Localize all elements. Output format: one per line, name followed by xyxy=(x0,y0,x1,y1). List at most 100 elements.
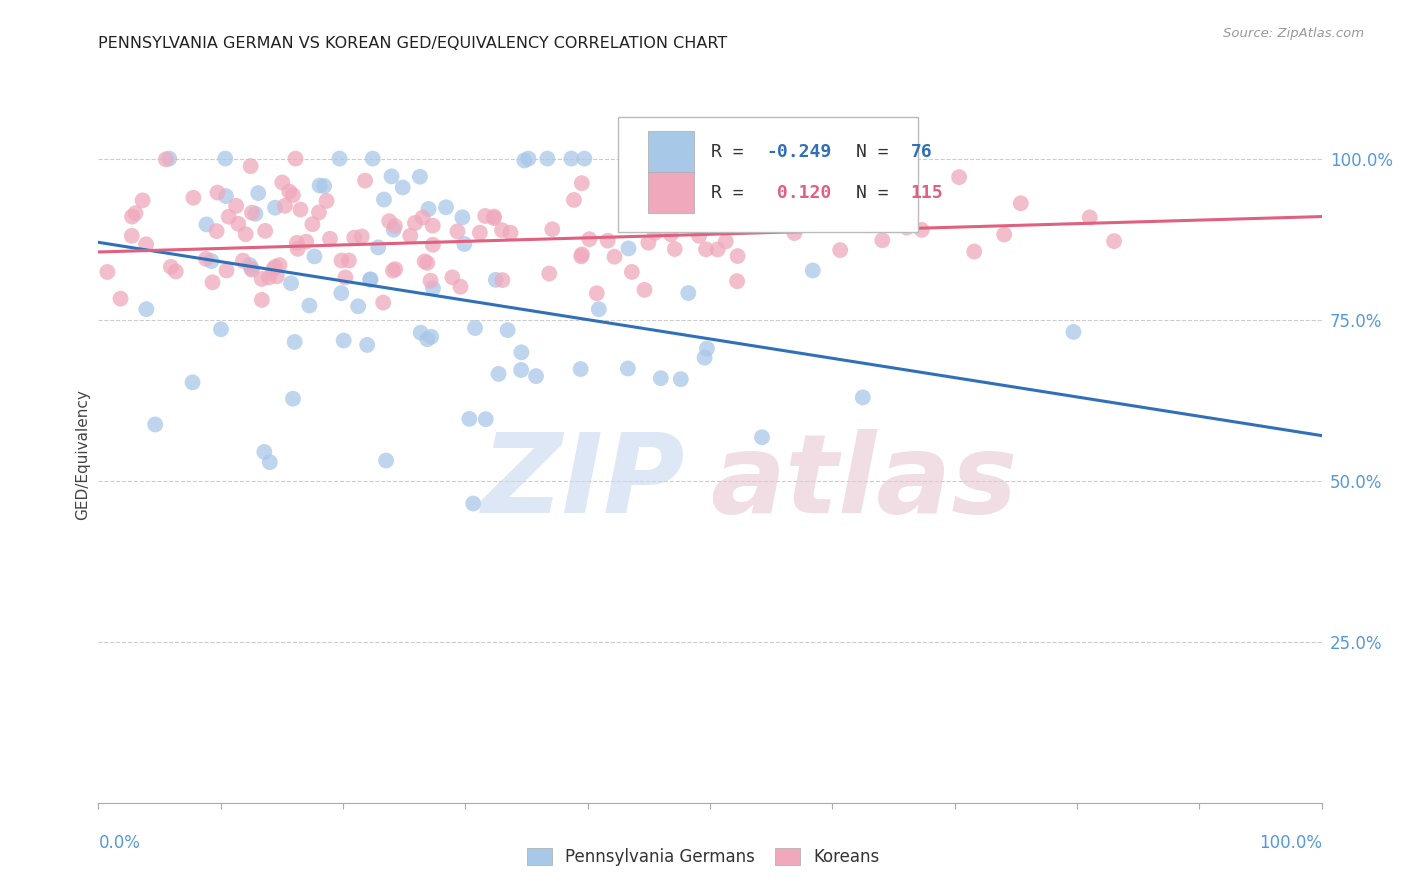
Point xyxy=(226,217,249,231)
Point xyxy=(281,392,304,406)
Point xyxy=(569,362,592,376)
Point xyxy=(463,496,485,510)
Point xyxy=(254,224,277,238)
Point xyxy=(201,276,224,290)
Point xyxy=(274,199,297,213)
Point xyxy=(360,272,382,286)
Point xyxy=(308,205,330,219)
Point xyxy=(574,152,596,166)
Text: R =: R = xyxy=(711,184,755,202)
Point xyxy=(474,412,496,426)
Point xyxy=(298,299,321,313)
Point xyxy=(714,235,737,249)
Point xyxy=(399,228,422,243)
Point xyxy=(304,249,326,263)
Point xyxy=(319,232,342,246)
Point xyxy=(413,254,436,268)
Point xyxy=(285,235,308,250)
Point xyxy=(200,254,222,268)
Point xyxy=(1062,325,1084,339)
Point xyxy=(209,322,232,336)
Point xyxy=(491,223,513,237)
Point xyxy=(250,293,273,307)
Point xyxy=(422,237,444,252)
Point xyxy=(215,189,238,203)
Point xyxy=(96,265,118,279)
Point xyxy=(446,224,468,238)
Point xyxy=(280,277,302,291)
Point xyxy=(235,227,257,242)
Point xyxy=(993,227,1015,242)
Point xyxy=(464,321,486,335)
Point xyxy=(468,226,491,240)
Y-axis label: GED/Equivalency: GED/Equivalency xyxy=(75,390,90,520)
Point xyxy=(284,334,307,349)
Point xyxy=(295,235,318,249)
Point xyxy=(239,258,262,272)
Point xyxy=(727,249,749,263)
Point xyxy=(569,249,592,263)
Point xyxy=(420,330,443,344)
Point xyxy=(474,209,496,223)
Point xyxy=(382,222,405,236)
Point xyxy=(794,152,817,166)
Point xyxy=(416,256,439,270)
Point xyxy=(696,342,718,356)
Point xyxy=(578,232,600,246)
Point xyxy=(751,430,773,444)
Point xyxy=(337,253,360,268)
Point xyxy=(314,179,336,194)
Point xyxy=(1078,211,1101,225)
Point xyxy=(488,367,510,381)
Point xyxy=(347,299,370,313)
Point xyxy=(482,211,505,226)
Text: 115: 115 xyxy=(911,184,943,202)
Point xyxy=(332,334,354,348)
Point xyxy=(315,194,337,208)
Point xyxy=(536,152,558,166)
Point xyxy=(245,207,267,221)
Point xyxy=(262,262,284,277)
Point xyxy=(453,236,475,251)
Point xyxy=(354,174,377,188)
Point xyxy=(264,260,287,274)
Point xyxy=(664,242,686,256)
Point xyxy=(633,283,655,297)
Point xyxy=(266,269,288,284)
Point xyxy=(264,201,287,215)
Point xyxy=(491,273,513,287)
Legend: Pennsylvania Germans, Koreans: Pennsylvania Germans, Koreans xyxy=(520,841,886,873)
Point xyxy=(121,210,143,224)
Point xyxy=(384,219,406,233)
Point xyxy=(852,391,875,405)
Point xyxy=(404,216,426,230)
Point xyxy=(621,167,644,181)
Point xyxy=(737,217,759,231)
Point xyxy=(257,270,280,285)
Point xyxy=(659,227,682,242)
Point xyxy=(367,240,389,254)
Point xyxy=(510,345,533,359)
Text: 76: 76 xyxy=(911,144,932,161)
Point xyxy=(644,226,666,240)
Text: N =: N = xyxy=(856,144,898,161)
Point xyxy=(308,178,330,193)
Point xyxy=(205,224,228,238)
Point xyxy=(541,222,564,236)
Point xyxy=(380,169,402,184)
Point xyxy=(948,170,970,185)
Point xyxy=(356,338,378,352)
Point xyxy=(281,188,304,202)
FancyBboxPatch shape xyxy=(648,172,695,213)
Point xyxy=(725,274,748,288)
Point xyxy=(384,262,406,277)
Point xyxy=(963,244,986,259)
Point xyxy=(801,263,824,277)
Point xyxy=(695,242,717,256)
Point xyxy=(666,202,689,217)
Text: 0.120: 0.120 xyxy=(766,184,831,202)
Point xyxy=(449,279,471,293)
Point xyxy=(510,363,533,377)
Point xyxy=(896,220,918,235)
Point xyxy=(373,193,395,207)
